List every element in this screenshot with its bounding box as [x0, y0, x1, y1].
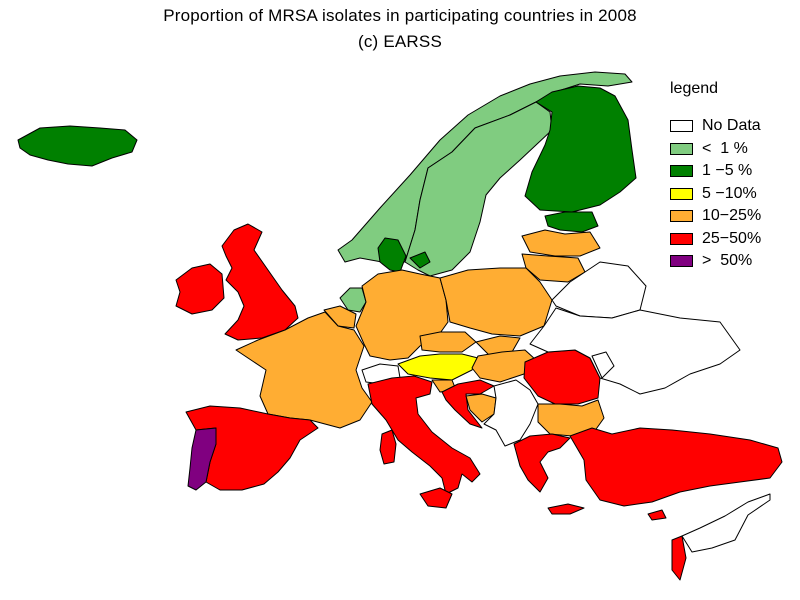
belarus	[551, 261, 647, 319]
legend-swatch	[670, 165, 693, 178]
legend-label: 10−25%	[702, 207, 762, 225]
bulgaria	[537, 399, 605, 437]
legend-heading: legend	[670, 80, 719, 97]
legend-item-1to5: 1 −5 %	[670, 160, 761, 183]
legend-swatch	[670, 120, 693, 133]
moldova	[591, 351, 615, 379]
sardinia	[379, 429, 397, 465]
legend-item-5to10: 5 −10%	[670, 183, 761, 206]
legend-swatch	[670, 255, 693, 268]
cyprus	[647, 509, 667, 521]
legend-swatch	[670, 187, 693, 200]
legend-label: No Data	[702, 117, 761, 135]
ireland	[175, 263, 225, 315]
legend-swatch	[670, 232, 693, 245]
legend-item-lt1: < 1 %	[670, 138, 761, 161]
turkey	[569, 427, 783, 507]
legend-item-nodata: No Data	[670, 115, 761, 138]
israel	[671, 535, 687, 581]
ukraine	[529, 307, 741, 395]
iceland	[17, 125, 138, 167]
legend-item-10to25: 10−25%	[670, 205, 761, 228]
legend-label: 1 −5 %	[702, 162, 753, 180]
legend-item-gt50: > 50%	[670, 250, 761, 273]
greece	[513, 433, 571, 493]
latvia	[521, 229, 601, 257]
sicily	[419, 487, 453, 509]
croatia	[441, 379, 495, 429]
poland	[439, 267, 553, 337]
legend-label: 5 −10%	[702, 184, 757, 202]
united-kingdom	[221, 223, 299, 341]
legend-swatch	[670, 142, 693, 155]
crete	[547, 503, 585, 515]
legend-item-25to50: 25−50%	[670, 228, 761, 251]
finland	[524, 85, 637, 213]
portugal	[187, 427, 217, 491]
legend-label: < 1 %	[702, 139, 748, 157]
legend-label: > 50%	[702, 252, 753, 270]
legend-label: 25−50%	[702, 229, 762, 247]
legend-swatch	[670, 210, 693, 223]
legend: legend No Data < 1 % 1 −5 % 5 −10% 10−25% 25−…	[670, 80, 761, 273]
map-title: Proportion of MRSA isolates in participa…	[163, 6, 637, 25]
levant	[681, 493, 771, 553]
romania	[523, 349, 601, 405]
denmark-islands	[409, 251, 431, 269]
map-subtitle: (c) EARSS	[358, 32, 442, 51]
serbia	[483, 379, 539, 447]
czech-republic	[419, 331, 477, 353]
denmark	[377, 237, 407, 273]
italy	[367, 375, 481, 495]
estonia	[544, 211, 599, 233]
